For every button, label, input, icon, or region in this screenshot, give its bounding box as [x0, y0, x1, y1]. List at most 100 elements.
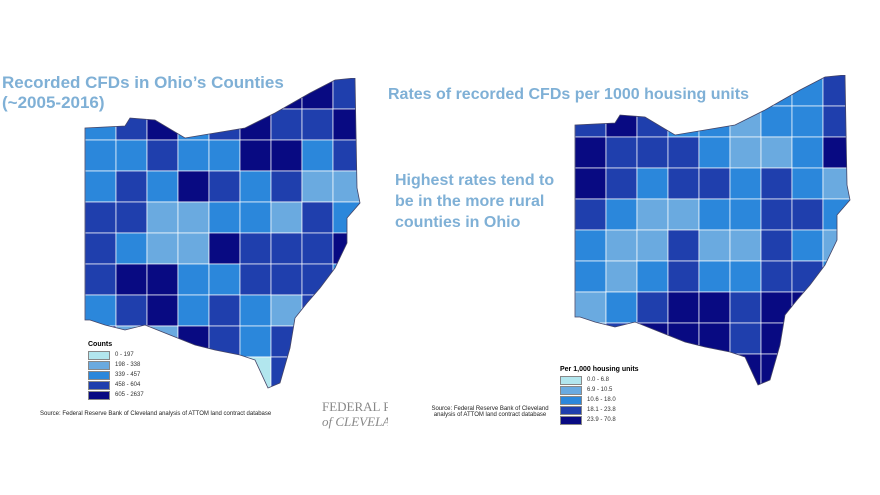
county-region: [177, 108, 210, 141]
county-region: [270, 325, 303, 358]
county-region: [698, 229, 731, 262]
county-region: [177, 263, 210, 296]
county-region: [115, 232, 148, 265]
county-region: [791, 229, 824, 262]
county-region: [301, 170, 334, 203]
county-region: [729, 136, 762, 169]
legend-swatch: [88, 390, 110, 400]
county-region: [177, 232, 210, 265]
county-region: [791, 105, 824, 138]
county-region: [698, 291, 731, 324]
county-region: [301, 232, 334, 265]
legend-item: 605 - 2637: [88, 390, 144, 400]
county-region: [208, 170, 241, 203]
county-region: [760, 260, 793, 293]
county-region: [791, 322, 824, 355]
county-region: [239, 325, 272, 358]
county-region: [791, 136, 824, 169]
county-region: [239, 108, 272, 141]
county-region: [667, 105, 700, 138]
county-region: [85, 108, 117, 141]
county-region: [208, 325, 241, 358]
county-region: [760, 75, 793, 107]
county-region: [698, 198, 731, 231]
county-region: [760, 291, 793, 324]
county-region: [636, 260, 669, 293]
right-ohio-map: [574, 75, 851, 386]
legend-swatch: [560, 375, 582, 385]
county-region: [822, 167, 850, 200]
county-region: [575, 105, 607, 138]
county-region: [146, 356, 179, 388]
county-region: [667, 322, 700, 355]
county-region: [667, 75, 700, 107]
county-region: [332, 325, 360, 358]
county-region: [146, 232, 179, 265]
county-region: [239, 170, 272, 203]
county-region: [85, 232, 117, 265]
county-region: [208, 201, 241, 234]
county-region: [760, 167, 793, 200]
county-region: [791, 167, 824, 200]
county-region: [575, 75, 607, 107]
left-map-title: Recorded CFDs in Ohio’s Counties (~2005-…: [2, 73, 284, 112]
county-region: [760, 136, 793, 169]
county-region: [146, 170, 179, 203]
legend-swatch: [560, 405, 582, 415]
county-region: [177, 78, 210, 110]
county-region: [208, 232, 241, 265]
right-map-title: Rates of recorded CFDs per 1000 housing …: [388, 86, 749, 103]
county-region: [575, 136, 607, 169]
county-region: [301, 78, 334, 110]
county-region: [115, 78, 148, 110]
county-region: [575, 260, 607, 293]
county-region: [301, 325, 334, 358]
county-region: [575, 291, 607, 324]
county-region: [332, 201, 360, 234]
county-region: [239, 201, 272, 234]
county-region: [115, 201, 148, 234]
legend-title: Counts: [88, 341, 113, 348]
legend-item: 339 - 457: [88, 370, 144, 380]
county-region: [729, 260, 762, 293]
legend-item: 0.0 - 6.8: [560, 375, 639, 385]
county-region: [822, 322, 850, 355]
county-region: [270, 294, 303, 327]
legend-swatch: [88, 370, 110, 380]
county-region: [270, 78, 303, 110]
county-region: [332, 108, 360, 141]
county-region: [791, 198, 824, 231]
legend-item: 23.9 - 70.8: [560, 415, 639, 425]
county-region: [301, 294, 334, 327]
note-text: Highest rates tend to be in the more rur…: [395, 172, 555, 231]
legend-label: 23.9 - 70.8: [587, 417, 616, 423]
county-region: [822, 198, 850, 231]
county-region: [332, 139, 360, 172]
county-region: [791, 291, 824, 324]
county-region: [301, 108, 334, 141]
county-region: [239, 263, 272, 296]
right-legend: Per 1,000 housing units 0.0 - 6.8 6.9 - 10…: [560, 366, 639, 425]
legend-label: 0.0 - 6.8: [587, 377, 610, 383]
county-region: [636, 229, 669, 262]
county-region: [698, 105, 731, 138]
county-region: [636, 198, 669, 231]
county-region: [332, 78, 360, 110]
county-region: [605, 229, 638, 262]
legend-label: 0 - 197: [115, 352, 134, 358]
county-region: [146, 263, 179, 296]
county-region: [605, 260, 638, 293]
county-region: [667, 260, 700, 293]
legend-label: 458 - 604: [115, 382, 141, 388]
county-region: [791, 75, 824, 107]
county-region: [729, 229, 762, 262]
legend-label: 605 - 2637: [115, 392, 144, 398]
county-region: [667, 167, 700, 200]
county-region: [822, 291, 850, 324]
county-region: [760, 105, 793, 138]
county-region: [605, 198, 638, 231]
county-region: [822, 136, 850, 169]
state-outline: [84, 78, 361, 389]
legend-swatch: [88, 350, 110, 360]
county-region: [208, 139, 241, 172]
